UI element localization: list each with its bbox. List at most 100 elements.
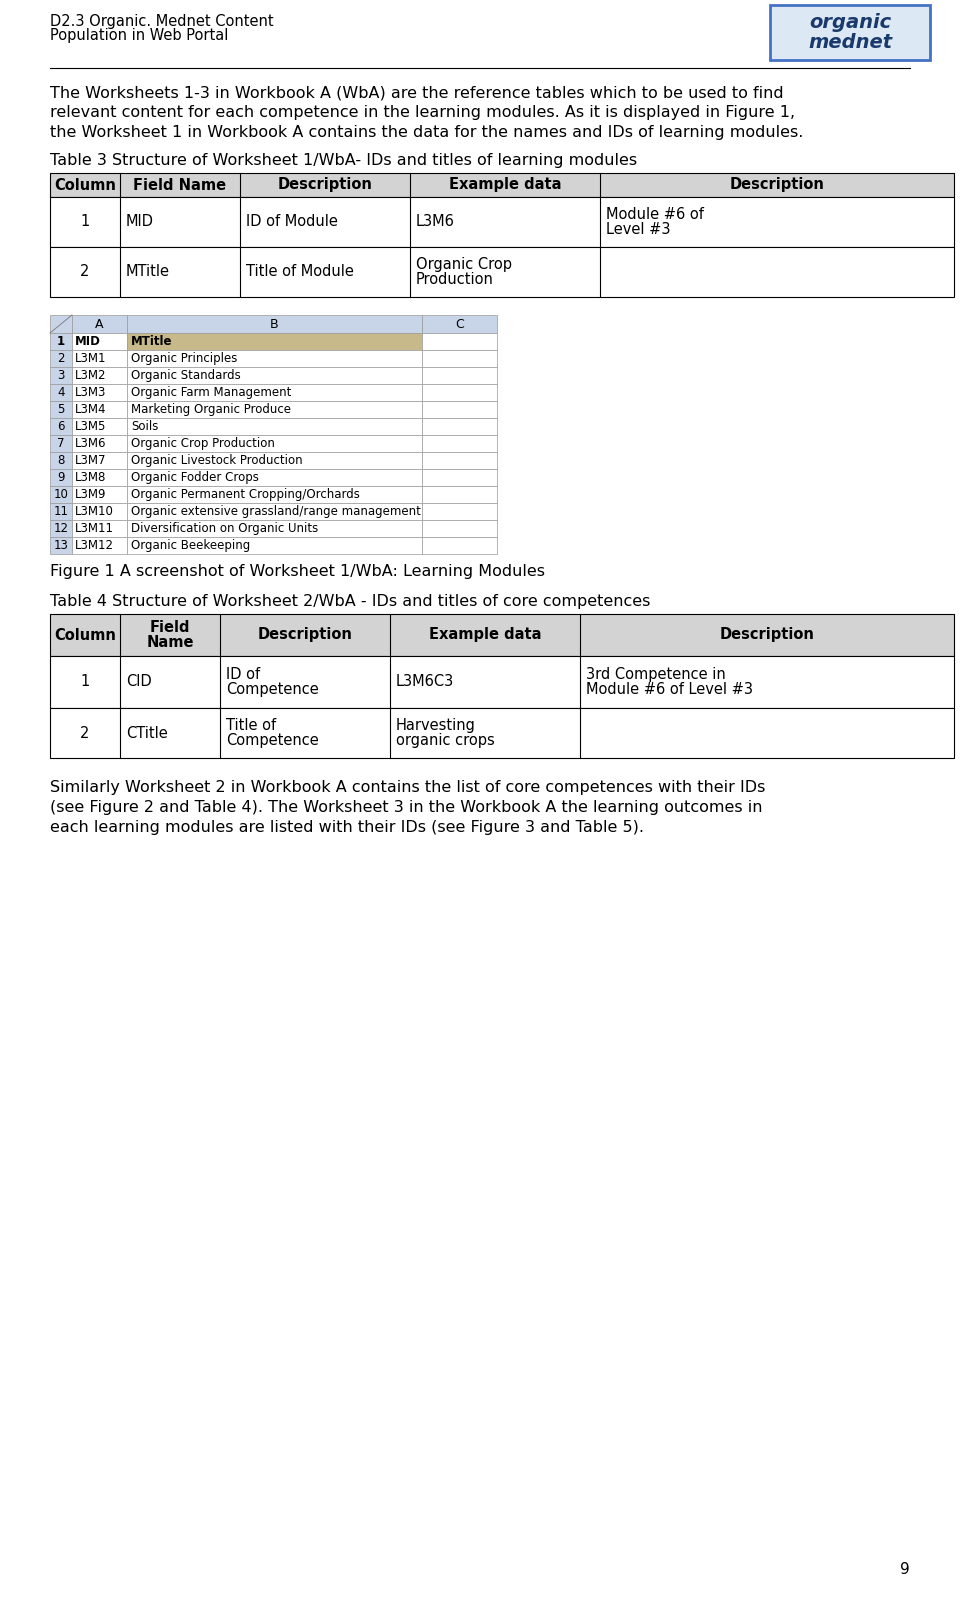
- Text: L3M1: L3M1: [75, 351, 107, 366]
- Text: Organic Permanent Cropping/Orchards: Organic Permanent Cropping/Orchards: [131, 489, 360, 501]
- Text: Column: Column: [54, 628, 116, 642]
- Bar: [422, 521, 497, 537]
- Text: L3M6: L3M6: [75, 438, 107, 450]
- Text: Competence: Competence: [226, 682, 319, 696]
- Bar: [50, 367, 72, 383]
- Text: 7: 7: [58, 438, 64, 450]
- Text: Name: Name: [146, 634, 194, 650]
- Text: Organic extensive grassland/range management: Organic extensive grassland/range manage…: [131, 505, 420, 517]
- Bar: [127, 521, 422, 537]
- Text: Organic Beekeeping: Organic Beekeeping: [131, 540, 251, 553]
- Text: Table 4 Structure of Worksheet 2/WbA - IDs and titles of core competences: Table 4 Structure of Worksheet 2/WbA - I…: [50, 594, 650, 608]
- Text: L3M6C3: L3M6C3: [396, 674, 454, 690]
- Text: (see Figure 2 and Table 4). The Worksheet 3 in the Workbook A the learning outco: (see Figure 2 and Table 4). The Workshee…: [50, 800, 762, 814]
- Bar: [422, 315, 497, 334]
- Bar: [127, 367, 422, 383]
- Text: Similarly Worksheet 2 in Workbook A contains the list of core competences with t: Similarly Worksheet 2 in Workbook A cont…: [50, 779, 765, 795]
- Bar: [422, 537, 497, 554]
- Text: C: C: [455, 318, 464, 331]
- Text: The Worksheets 1-3 in Workbook A (WbA) are the reference tables which to be used: The Worksheets 1-3 in Workbook A (WbA) a…: [50, 85, 783, 101]
- Text: Description: Description: [257, 628, 352, 642]
- Bar: [72, 383, 127, 401]
- Bar: [50, 248, 954, 297]
- Bar: [72, 315, 127, 334]
- Bar: [50, 707, 954, 759]
- Bar: [72, 334, 127, 350]
- Text: the Worksheet 1 in Workbook A contains the data for the names and IDs of learnin: the Worksheet 1 in Workbook A contains t…: [50, 125, 804, 141]
- Bar: [50, 434, 72, 452]
- Text: Organic Farm Management: Organic Farm Management: [131, 386, 292, 399]
- Bar: [422, 470, 497, 485]
- Text: ID of: ID of: [226, 668, 260, 682]
- Bar: [72, 537, 127, 554]
- Text: Column: Column: [54, 177, 116, 193]
- Text: Table 3 Structure of Worksheet 1/WbA- IDs and titles of learning modules: Table 3 Structure of Worksheet 1/WbA- ID…: [50, 153, 637, 168]
- Bar: [127, 350, 422, 367]
- Bar: [72, 434, 127, 452]
- Text: 10: 10: [54, 489, 68, 501]
- Text: 2: 2: [58, 351, 64, 366]
- Text: D2.3 Organic. Mednet Content: D2.3 Organic. Mednet Content: [50, 14, 274, 29]
- Text: 13: 13: [54, 540, 68, 553]
- Text: Description: Description: [277, 177, 372, 193]
- Text: L3M10: L3M10: [75, 505, 114, 517]
- Text: L3M2: L3M2: [75, 369, 107, 382]
- Bar: [72, 418, 127, 434]
- Text: MTitle: MTitle: [131, 335, 173, 348]
- Text: Organic Fodder Crops: Organic Fodder Crops: [131, 471, 259, 484]
- Text: Population in Web Portal: Population in Web Portal: [50, 29, 228, 43]
- Text: Level #3: Level #3: [606, 222, 670, 236]
- Text: 3rd Competence in: 3rd Competence in: [586, 668, 726, 682]
- Bar: [127, 418, 422, 434]
- Text: Figure 1 A screenshot of Worksheet 1/WbA: Learning Modules: Figure 1 A screenshot of Worksheet 1/WbA…: [50, 564, 545, 580]
- Bar: [422, 350, 497, 367]
- Bar: [50, 350, 72, 367]
- Text: Field: Field: [150, 620, 190, 636]
- Text: MID: MID: [75, 335, 101, 348]
- Text: each learning modules are listed with their IDs (see Figure 3 and Table 5).: each learning modules are listed with th…: [50, 819, 644, 835]
- Bar: [72, 401, 127, 418]
- Text: L3M5: L3M5: [75, 420, 107, 433]
- Text: 5: 5: [58, 402, 64, 415]
- Text: 1: 1: [81, 674, 89, 690]
- Text: Description: Description: [730, 177, 825, 193]
- Bar: [422, 485, 497, 503]
- Bar: [72, 470, 127, 485]
- Text: L3M3: L3M3: [75, 386, 107, 399]
- Text: Description: Description: [720, 628, 814, 642]
- Text: Module #6 of Level #3: Module #6 of Level #3: [586, 682, 753, 696]
- Bar: [50, 613, 954, 656]
- Bar: [422, 503, 497, 521]
- Text: Harvesting: Harvesting: [396, 719, 476, 733]
- Text: 1: 1: [57, 335, 65, 348]
- Text: Diversification on Organic Units: Diversification on Organic Units: [131, 522, 319, 535]
- Bar: [422, 367, 497, 383]
- Text: Module #6 of: Module #6 of: [606, 208, 704, 222]
- Bar: [72, 485, 127, 503]
- Bar: [50, 172, 954, 196]
- Text: organic crops: organic crops: [396, 733, 494, 747]
- Bar: [72, 503, 127, 521]
- Text: relevant content for each competence in the learning modules. As it is displayed: relevant content for each competence in …: [50, 105, 795, 120]
- Text: 8: 8: [58, 454, 64, 466]
- Text: MID: MID: [126, 214, 154, 230]
- Bar: [50, 503, 72, 521]
- Text: Organic Livestock Production: Organic Livestock Production: [131, 454, 302, 466]
- Text: Organic Standards: Organic Standards: [131, 369, 241, 382]
- Bar: [50, 401, 72, 418]
- Bar: [127, 434, 422, 452]
- Bar: [50, 656, 954, 707]
- Text: L3M9: L3M9: [75, 489, 107, 501]
- Bar: [127, 315, 422, 334]
- Bar: [50, 470, 72, 485]
- Text: Example data: Example data: [448, 177, 562, 193]
- Text: Title of Module: Title of Module: [246, 265, 354, 279]
- Bar: [422, 401, 497, 418]
- Bar: [422, 452, 497, 470]
- Text: ID of Module: ID of Module: [246, 214, 338, 230]
- Text: Title of: Title of: [226, 719, 276, 733]
- Text: 9: 9: [900, 1562, 910, 1576]
- Text: 4: 4: [58, 386, 64, 399]
- Bar: [72, 350, 127, 367]
- Bar: [50, 334, 72, 350]
